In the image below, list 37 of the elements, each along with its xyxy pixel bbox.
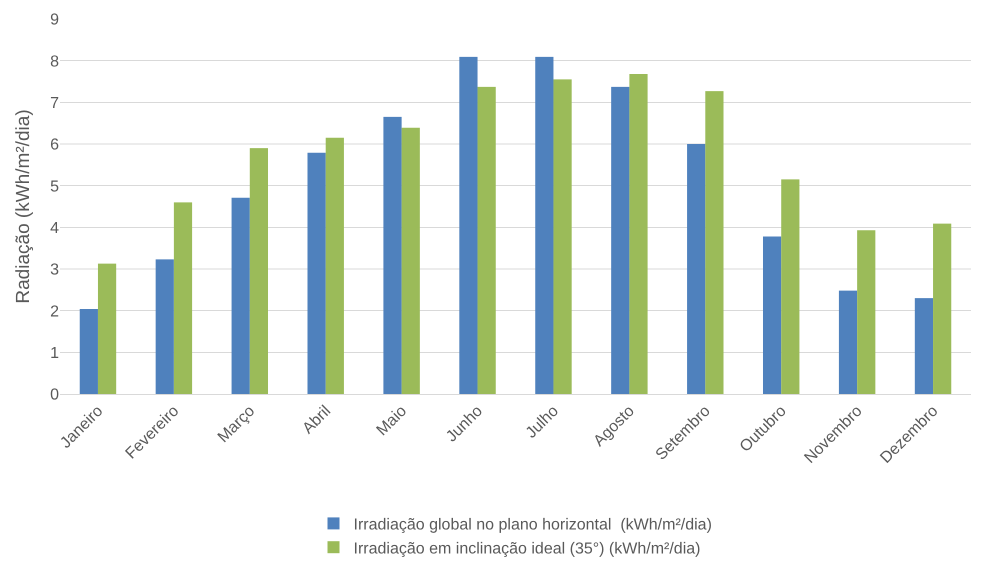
bar — [232, 198, 250, 394]
y-tick-label: 8 — [50, 53, 60, 70]
bar — [781, 179, 800, 394]
y-axis-title: Radiação (kWh/m²/dia) — [12, 109, 34, 304]
bar — [857, 230, 876, 394]
y-tick-label: 3 — [50, 262, 60, 279]
bar — [156, 259, 174, 394]
bar — [762, 236, 782, 394]
y-tick-label: 0 — [50, 386, 60, 404]
y-tick-label: 5 — [50, 178, 60, 196]
legend-label: Irradiação global no plano horizontal (kWh/m²/dia) — [354, 516, 712, 534]
y-tick-label: 4 — [50, 220, 60, 237]
y-tick-label: 9 — [50, 12, 60, 29]
bar — [535, 56, 554, 394]
y-tick-label: 6 — [50, 136, 60, 154]
bar — [553, 79, 572, 394]
y-tick-label: 1 — [50, 344, 60, 362]
bar — [326, 138, 344, 394]
bar — [402, 128, 420, 394]
bar — [838, 290, 858, 394]
bar — [174, 202, 192, 394]
bar — [307, 152, 326, 394]
bar — [383, 116, 402, 394]
bar — [914, 298, 934, 394]
y-tick-label: 7 — [50, 94, 60, 112]
bar — [250, 148, 268, 394]
bar — [705, 91, 724, 394]
y-tick-label: 2 — [50, 303, 60, 320]
bar — [98, 264, 116, 394]
bar — [629, 74, 648, 394]
bar — [80, 309, 98, 394]
bar — [459, 56, 478, 394]
legend-label: Irradiação em inclinação ideal (35°) (kWh/m²/dia) — [354, 540, 700, 558]
bar — [611, 86, 630, 394]
bar — [933, 224, 952, 394]
bar — [687, 144, 706, 394]
bar — [478, 86, 496, 394]
